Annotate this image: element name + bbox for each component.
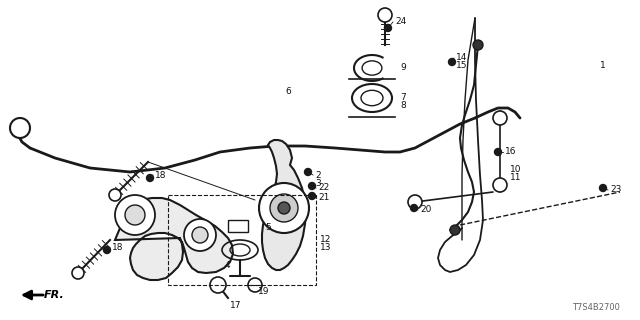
Text: 21: 21 [318,194,330,203]
Circle shape [278,202,290,214]
Text: 23: 23 [610,186,621,195]
Polygon shape [115,198,233,280]
Text: 3: 3 [315,179,321,188]
Text: 17: 17 [230,300,241,309]
Bar [168,195,316,285]
Circle shape [385,25,392,31]
Circle shape [449,59,456,66]
Text: 1: 1 [600,60,605,69]
Text: 22: 22 [318,183,329,193]
Text: 4: 4 [225,260,230,269]
Circle shape [192,227,208,243]
Circle shape [410,204,417,212]
Text: 18: 18 [112,244,124,252]
Circle shape [378,8,392,22]
Text: 10: 10 [510,165,522,174]
Text: T7S4B2700: T7S4B2700 [572,303,620,312]
Circle shape [473,40,483,50]
Text: 20: 20 [420,205,431,214]
Circle shape [308,182,316,189]
Text: 18: 18 [155,171,166,180]
Circle shape [259,183,309,233]
Text: FR.: FR. [44,290,65,300]
Circle shape [270,194,298,222]
Circle shape [210,277,226,293]
Circle shape [248,278,262,292]
Text: 24: 24 [395,18,406,27]
Circle shape [104,246,111,253]
Circle shape [10,118,30,138]
Circle shape [72,267,84,279]
Bar [228,220,248,232]
Circle shape [125,205,145,225]
Text: 6: 6 [285,87,291,97]
Text: 12: 12 [320,236,332,244]
Text: 11: 11 [510,173,522,182]
Polygon shape [262,140,306,270]
Circle shape [109,189,121,201]
Circle shape [493,111,507,125]
Text: 15: 15 [456,61,467,70]
Text: 8: 8 [400,101,406,110]
Circle shape [184,219,216,251]
Circle shape [495,148,502,156]
Circle shape [147,174,154,181]
Circle shape [408,195,422,209]
Text: 7: 7 [400,93,406,102]
Circle shape [305,169,312,175]
Text: 14: 14 [456,53,467,62]
Circle shape [450,225,460,235]
Text: 13: 13 [320,244,332,252]
Text: 5: 5 [265,223,271,233]
Text: 2: 2 [315,171,321,180]
Text: 9: 9 [400,63,406,73]
Circle shape [600,185,607,191]
Circle shape [115,195,155,235]
Circle shape [493,178,507,192]
Circle shape [308,193,316,199]
Text: 19: 19 [258,287,269,297]
Text: 16: 16 [505,148,516,156]
